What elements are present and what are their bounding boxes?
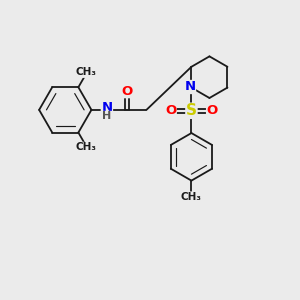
Text: N: N [184, 80, 196, 94]
Text: CH₃: CH₃ [75, 68, 96, 77]
Text: H: H [102, 111, 112, 122]
Text: S: S [186, 103, 197, 118]
Text: CH₃: CH₃ [75, 142, 96, 152]
Text: N: N [101, 101, 112, 114]
Text: O: O [122, 85, 133, 98]
Text: O: O [207, 104, 218, 117]
Text: CH₃: CH₃ [181, 192, 202, 202]
Text: O: O [165, 104, 176, 117]
